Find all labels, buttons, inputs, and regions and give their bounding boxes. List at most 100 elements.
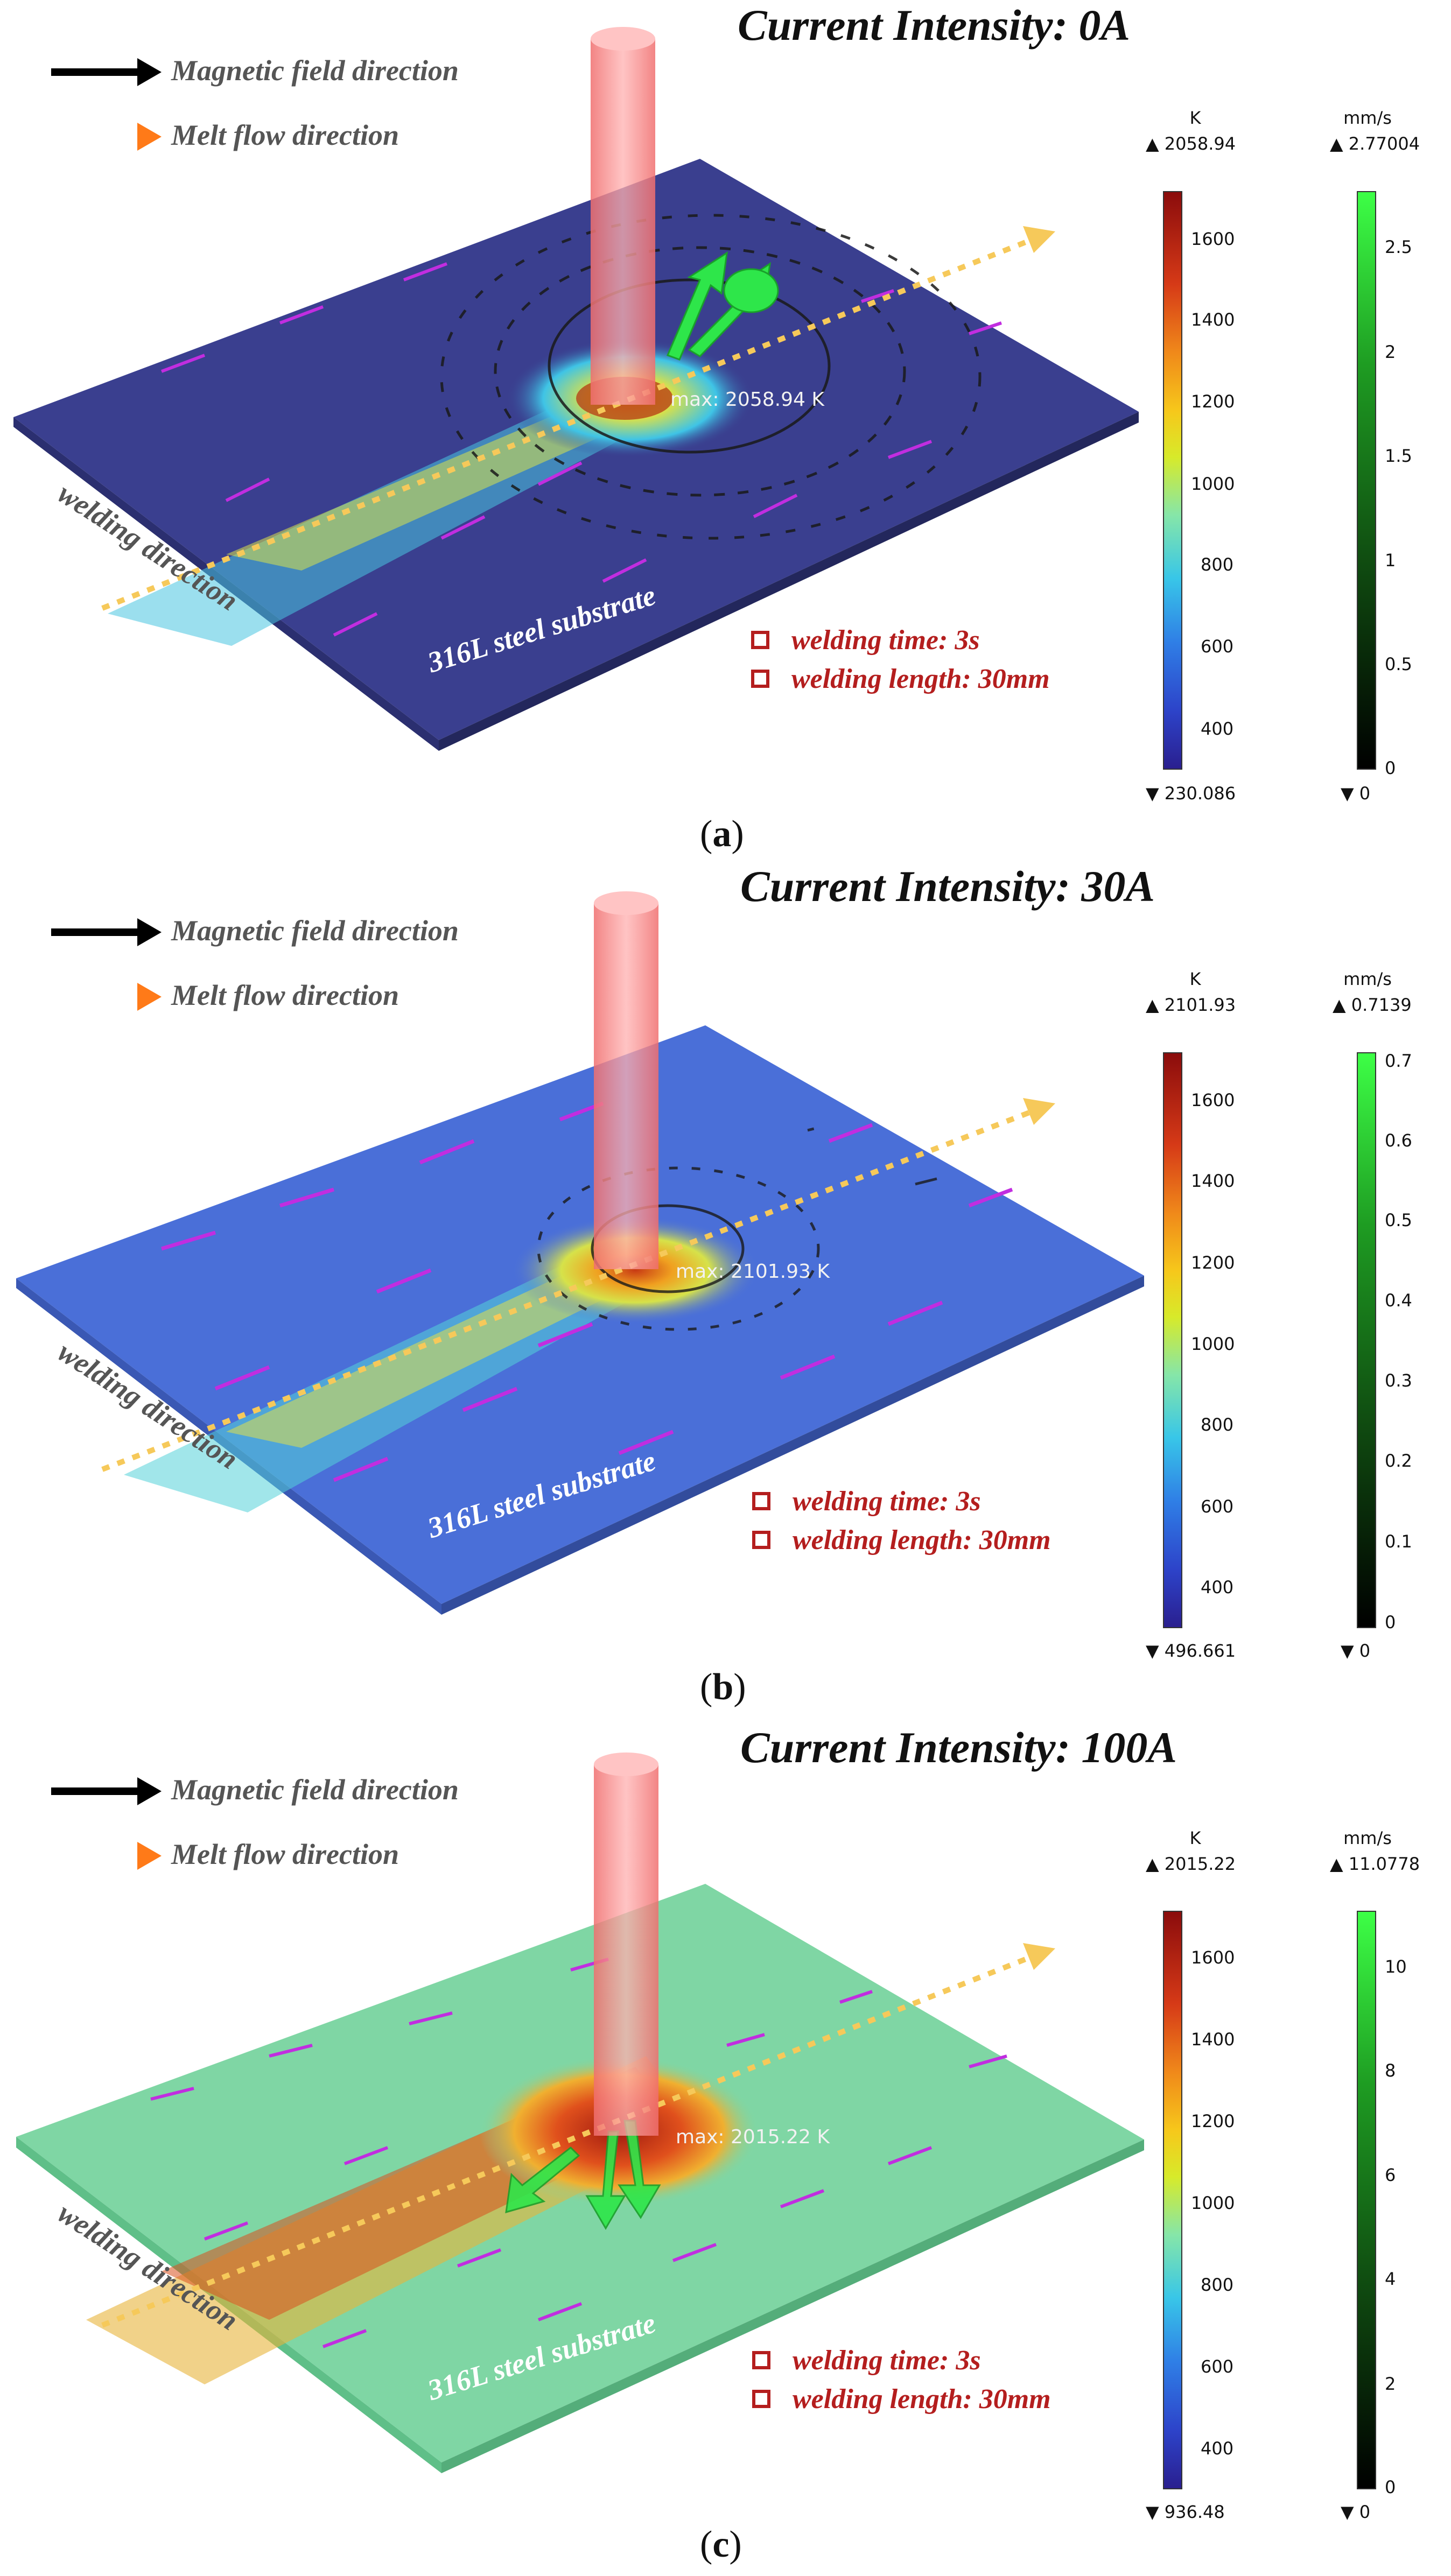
caption-letter: c (712, 2524, 730, 2565)
vel-min-value: 0 (1359, 783, 1371, 804)
melt-arrowhead-icon (137, 983, 162, 1011)
temp-max-value: 2058.94 (1164, 133, 1236, 154)
welding-length-label: welding length: 30mm (793, 1525, 1051, 1556)
vel-tick: 0.6 (1385, 1130, 1412, 1151)
melt-legend-label: Melt flow direction (171, 1838, 399, 1870)
vel-tick: 1 (1385, 550, 1396, 571)
velocity-field-swirl (440, 214, 982, 540)
laser-top (594, 891, 658, 915)
panel-caption: (a) (700, 813, 744, 855)
temp-min-value: 936.48 (1164, 2502, 1225, 2522)
caption-letter: a (712, 813, 732, 855)
panel-c: Current Intensity: 100A Magnetic field d… (0, 1722, 1451, 2576)
temp-tick: 1400 (1191, 1171, 1235, 1191)
temp-tick: 1000 (1191, 1334, 1235, 1354)
vel-tick: 0.5 (1385, 1210, 1412, 1230)
laser-beam (594, 903, 658, 1269)
temp-tick: 400 (1201, 1577, 1234, 1597)
temp-tick: 1200 (1191, 2111, 1235, 2131)
vel-colorbar (1357, 191, 1376, 770)
temp-tick: 1400 (1191, 309, 1235, 330)
temp-tick: 1000 (1191, 474, 1235, 494)
temp-tick: 600 (1201, 2356, 1234, 2377)
vel-tick: 0.4 (1385, 1290, 1412, 1311)
info-box-icon (752, 2390, 770, 2408)
vel-unit: mm/s (1343, 108, 1392, 128)
welding-time-label: welding time: 3s (793, 1486, 981, 1517)
temp-max: ▲ 2015.22 (1146, 1854, 1236, 1874)
temp-max-value: 2015.22 (1164, 1854, 1236, 1874)
vel-tick: 10 (1385, 1956, 1407, 1977)
temp-min-value: 230.086 (1164, 783, 1236, 804)
temp-min: ▼ 936.48 (1146, 2502, 1225, 2522)
panel-b: Current Intensity: 30A Magnetic field di… (0, 861, 1451, 1720)
melt-arrowhead-icon (137, 123, 162, 151)
melt-legend-label: Melt flow direction (171, 119, 399, 151)
vel-max: ▲ 2.77004 (1330, 133, 1420, 154)
magnetic-legend-label: Magnetic field direction (171, 54, 459, 87)
hot-spot (511, 1216, 759, 1324)
panel-caption: (c) (700, 2524, 742, 2565)
melt-arrowhead-icon (137, 1842, 162, 1870)
panel-caption: (b) (700, 1666, 746, 1708)
temp-colorbar (1163, 1052, 1182, 1628)
flow-arrows (160, 262, 1002, 637)
vel-min-value: 0 (1359, 2502, 1371, 2522)
welding-time-label: welding time: 3s (791, 625, 980, 656)
welding-length-label: welding length: 30mm (793, 2384, 1051, 2415)
vel-max-value: 11.0778 (1348, 1854, 1420, 1874)
vel-tick: 0.3 (1385, 1370, 1412, 1391)
vel-min: ▼ 0 (1341, 1641, 1371, 1661)
vel-max-value: 2.77004 (1348, 133, 1420, 154)
weld-path-arrowhead (1023, 1098, 1055, 1125)
vel-unit: mm/s (1343, 1828, 1392, 1848)
magnetic-arrowhead-icon (137, 58, 162, 86)
max-temp-label: max: 2058.94 K (670, 389, 824, 411)
weld-path (101, 234, 1040, 611)
temp-unit: K (1189, 108, 1201, 128)
vel-tick: 1.5 (1385, 446, 1412, 466)
weld-path (101, 1106, 1040, 1472)
magnetic-arrowhead-icon (137, 1777, 162, 1805)
laser-top (594, 1752, 658, 1776)
vel-min: ▼ 0 (1341, 783, 1371, 804)
substrate-edge-right (441, 2139, 1144, 2473)
scene-b (16, 891, 1144, 1615)
temp-max: ▲ 2058.94 (1146, 133, 1236, 154)
welding-length-label: welding length: 30mm (791, 664, 1050, 694)
vel-colorbar (1357, 1052, 1376, 1628)
temp-tick: 1600 (1191, 229, 1235, 249)
temp-tick: 400 (1201, 719, 1234, 739)
vel-tick: 0 (1385, 1612, 1396, 1632)
info-box-icon (751, 670, 769, 688)
substrate-edge-right (439, 412, 1139, 751)
vel-tick: 2.5 (1385, 237, 1412, 257)
caption-letter: b (712, 1666, 734, 1708)
welding-time-label: welding time: 3s (793, 2345, 981, 2376)
vel-min: ▼ 0 (1341, 2502, 1371, 2522)
temp-min: ▼ 230.086 (1146, 783, 1236, 804)
weld-path-arrowhead (1023, 226, 1055, 253)
temp-min: ▼ 496.661 (1146, 1641, 1236, 1661)
magnetic-legend-label: Magnetic field direction (171, 914, 459, 947)
vel-max: ▲ 0.7139 (1333, 995, 1412, 1015)
laser-top (591, 27, 655, 51)
temp-max: ▲ 2101.93 (1146, 995, 1236, 1015)
temp-colorbar (1163, 191, 1182, 770)
vel-tick: 0.1 (1385, 1531, 1412, 1552)
weld-path (101, 1951, 1040, 2328)
temp-tick: 600 (1201, 636, 1234, 657)
temp-tick: 1000 (1191, 2193, 1235, 2213)
max-velocity-arrows (666, 251, 779, 361)
vel-tick: 0.2 (1385, 1451, 1412, 1471)
panel-title: Current Intensity: 0A (738, 1, 1131, 50)
max-velocity-arrows (505, 2120, 661, 2230)
temp-tick: 1600 (1191, 1947, 1235, 1968)
velocity-field-swirl (537, 1123, 937, 1331)
flow-arrows (150, 1958, 1007, 2348)
temp-tick: 800 (1201, 2275, 1234, 2295)
max-temp-label: max: 2101.93 K (676, 1261, 830, 1283)
temp-tick: 400 (1201, 2438, 1234, 2459)
temp-tick: 600 (1201, 1496, 1234, 1517)
info-box-icon (752, 1531, 770, 1549)
